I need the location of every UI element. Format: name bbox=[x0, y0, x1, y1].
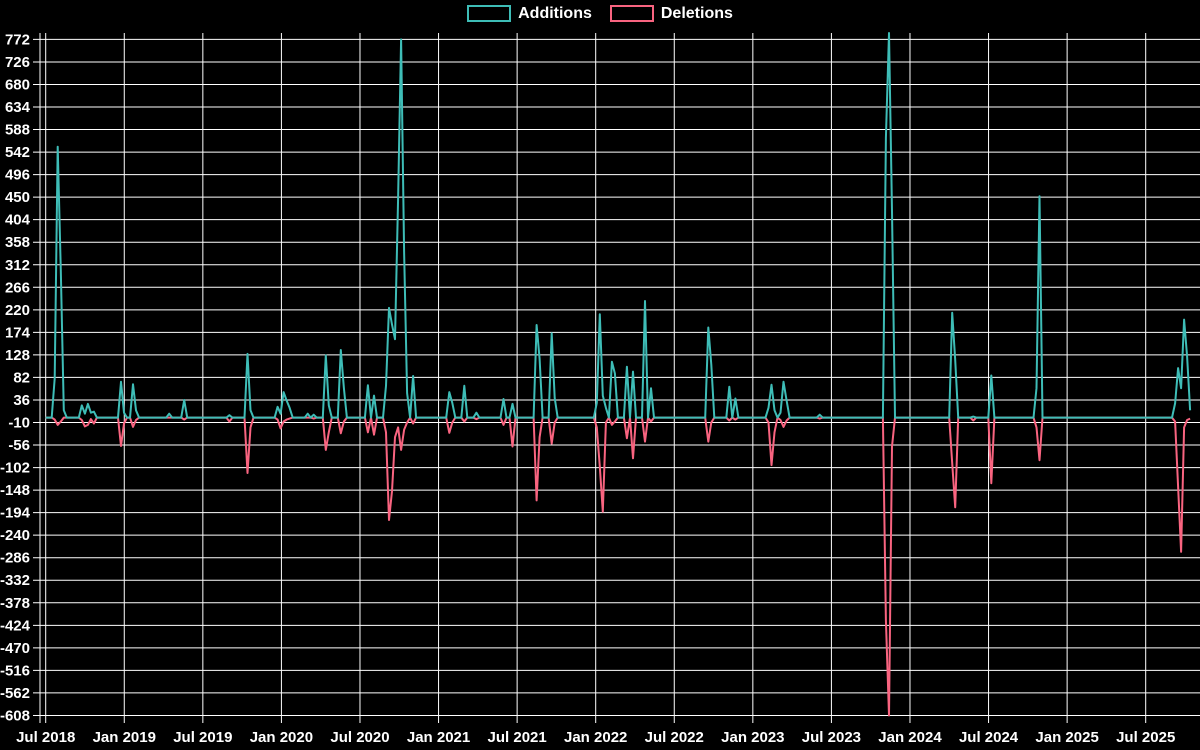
y-axis-tick-label: 174 bbox=[5, 324, 31, 341]
y-axis-tick-label: 726 bbox=[5, 54, 30, 71]
chart-legend: Additions Deletions bbox=[0, 5, 1200, 22]
x-axis-tick-label: Jan 2022 bbox=[564, 729, 627, 746]
x-axis-tick-label: Jul 2024 bbox=[959, 729, 1019, 746]
x-axis-tick-label: Jul 2025 bbox=[1116, 729, 1175, 746]
y-axis-tick-label: -332 bbox=[0, 572, 30, 589]
y-axis-tick-label: 588 bbox=[5, 122, 30, 139]
x-axis-tick-label: Jan 2021 bbox=[407, 729, 470, 746]
y-axis-tick-label: 634 bbox=[5, 99, 31, 116]
y-axis-tick-label: 220 bbox=[5, 302, 30, 319]
y-axis-tick-label: -102 bbox=[0, 460, 30, 477]
x-axis-tick-label: Jul 2021 bbox=[488, 729, 547, 746]
y-axis-tick-label: 82 bbox=[13, 369, 30, 386]
y-axis-tick-label: -240 bbox=[0, 527, 30, 544]
y-axis-tick-label: -148 bbox=[0, 482, 30, 499]
additions-label: Additions bbox=[518, 4, 592, 22]
y-axis-tick-label: -286 bbox=[0, 550, 30, 567]
y-axis-tick-label: 680 bbox=[5, 76, 30, 93]
x-axis-tick-label: Jul 2018 bbox=[16, 729, 75, 746]
x-axis-tick-label: Jul 2020 bbox=[330, 729, 389, 746]
x-axis-tick-label: Jul 2019 bbox=[173, 729, 232, 746]
y-axis-tick-label: 404 bbox=[5, 212, 31, 229]
y-axis-tick-label: 542 bbox=[5, 144, 30, 161]
deletions-swatch-icon bbox=[609, 5, 654, 22]
legend-item-additions[interactable]: Additions bbox=[467, 5, 592, 22]
y-axis-tick-label: -10 bbox=[8, 414, 30, 431]
y-axis-tick-label: -516 bbox=[0, 662, 30, 679]
y-axis-tick-label: 128 bbox=[5, 347, 30, 364]
y-axis-tick-label: -194 bbox=[0, 505, 31, 522]
y-axis-tick-label: -424 bbox=[0, 617, 31, 634]
x-axis-tick-label: Jan 2024 bbox=[878, 729, 942, 746]
y-axis-tick-label: -470 bbox=[0, 640, 30, 657]
y-axis-tick-label: 36 bbox=[13, 392, 30, 409]
legend-item-deletions[interactable]: Deletions bbox=[609, 4, 733, 22]
y-axis-tick-label: -56 bbox=[8, 437, 30, 454]
y-axis-tick-label: 772 bbox=[5, 31, 30, 48]
x-axis-tick-label: Jan 2020 bbox=[250, 729, 313, 746]
y-axis-tick-label: 496 bbox=[5, 167, 30, 184]
x-axis-tick-label: Jul 2023 bbox=[802, 729, 861, 746]
x-axis-tick-label: Jan 2025 bbox=[1035, 729, 1098, 746]
x-axis-tick-label: Jan 2019 bbox=[93, 729, 156, 746]
additions-swatch-icon bbox=[467, 5, 512, 22]
y-axis-tick-label: 450 bbox=[5, 189, 30, 206]
y-axis-tick-label: -562 bbox=[0, 685, 30, 702]
y-axis-tick-label: 312 bbox=[5, 257, 30, 274]
x-axis-tick-label: Jan 2023 bbox=[721, 729, 784, 746]
y-axis-tick-label: 266 bbox=[5, 279, 30, 296]
deletions-label: Deletions bbox=[660, 4, 733, 22]
x-axis-tick-label: Jul 2022 bbox=[645, 729, 704, 746]
y-axis-tick-label: 358 bbox=[5, 234, 30, 251]
additions-line bbox=[45, 32, 1192, 419]
y-axis-tick-label: -608 bbox=[0, 707, 30, 724]
y-axis-tick-label: -378 bbox=[0, 595, 30, 612]
